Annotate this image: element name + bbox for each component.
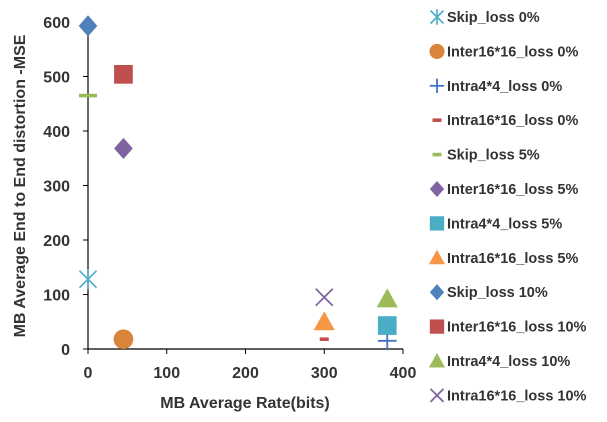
legend-label: Inter16*16_loss 5% [447,182,578,198]
marks-layer [78,15,398,351]
legend-label: Intra16*16_loss 5% [447,251,578,267]
x-tick-label: 100 [153,365,180,382]
x-tick-label: 200 [232,365,259,382]
legend-label: Skip_loss 10% [447,285,548,301]
data-point [315,288,334,307]
legend-label: Intra4*4_loss 5% [447,216,562,232]
data-point [377,316,397,335]
legend-label: Skip_loss 0% [447,10,540,26]
y-tick-label: 600 [43,15,70,32]
legend-label: Intra16*16_loss 0% [447,113,578,129]
legend-label: Intra4*4_loss 0% [447,79,562,95]
legend-marker [429,284,445,301]
y-tick-label: 400 [43,124,70,141]
data-point [78,269,98,290]
ticks-layer: 0 100 200 300 400 0 100 200 300 400 500 600 [43,15,416,382]
x-tick-label: 400 [390,365,417,382]
legend-marker [432,152,442,157]
y-tick-label: 300 [43,179,70,196]
legend-marker [429,43,445,59]
y-axis-title: MB Average End to End distortion -MSE [12,34,29,337]
legend-marker [428,249,446,265]
data-point [78,15,98,37]
data-point [114,137,133,159]
legend-marker [429,319,445,334]
y-tick-label: 500 [43,70,70,87]
legend-marker [428,352,446,368]
legend-label: Skip_loss 5% [447,148,540,164]
data-point [113,329,134,350]
y-tick-label: 100 [43,288,70,305]
y-tick-label: 0 [61,342,70,359]
legend-marker [429,180,445,198]
legend-label: Intra4*4_loss 10% [447,354,570,370]
legend-marker [429,78,445,93]
legend-label: Inter16*16_loss 10% [447,320,587,336]
legend-marker [429,216,445,231]
legend-marker [432,118,442,122]
legend-marker [429,9,445,25]
data-point [114,64,133,84]
x-axis-title: MB Average Rate(bits) [160,395,330,412]
legend-label: Inter16*16_loss 0% [447,44,578,60]
legend-label: Intra16*16_loss 10% [447,388,587,404]
data-point [313,311,335,331]
legend: Skip_loss 0% Inter16*16_loss 0% Intra4*4_l… [428,9,587,404]
x-tick-label: 300 [311,365,338,382]
data-point [376,288,398,308]
data-point [79,93,97,98]
data-point [319,337,329,341]
x-tick-label: 0 [84,365,93,382]
y-tick-label: 200 [43,233,70,250]
legend-marker [429,388,445,403]
